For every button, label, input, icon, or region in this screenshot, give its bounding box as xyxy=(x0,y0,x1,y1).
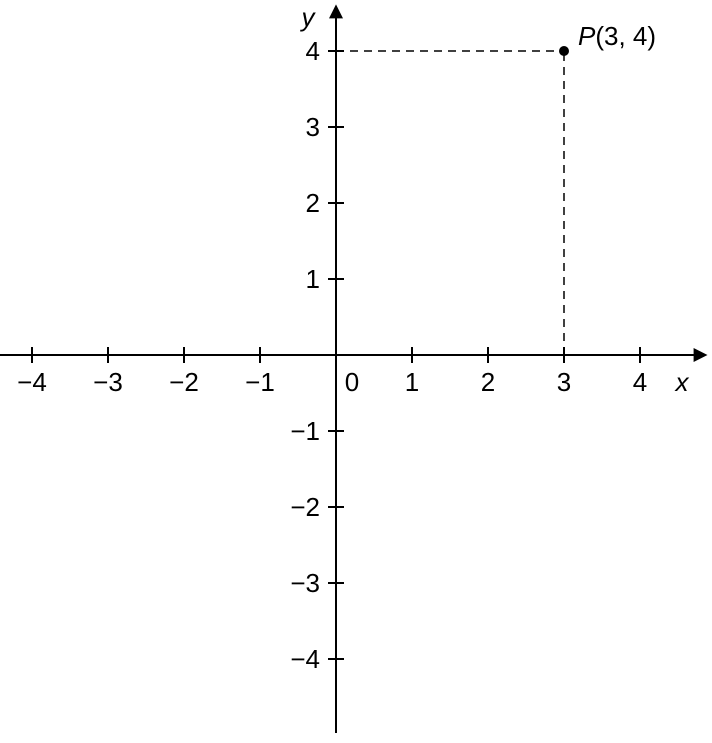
x-tick-label: −3 xyxy=(93,367,123,397)
x-tick-label: −1 xyxy=(245,367,275,397)
x-tick-label: −4 xyxy=(17,367,47,397)
y-tick-label: −3 xyxy=(290,568,320,598)
y-axis-label: y xyxy=(300,2,317,32)
point-p xyxy=(559,46,569,56)
y-tick-label: 4 xyxy=(306,36,320,66)
x-tick-label: −2 xyxy=(169,367,199,397)
origin-label: 0 xyxy=(345,367,359,397)
y-tick-label: −1 xyxy=(290,416,320,446)
point-label: P(3, 4) xyxy=(578,21,656,51)
coordinate-plane: −4 −3 −2 −1 1 2 3 4 −4 −3 −2 −1 1 2 3 4 0 x y P(3, 4) xyxy=(0,0,712,743)
y-tick-label: −4 xyxy=(290,644,320,674)
x-tick-label: 1 xyxy=(405,367,419,397)
y-tick-label: 3 xyxy=(306,112,320,142)
y-tick-label: 2 xyxy=(306,188,320,218)
y-tick-label: −2 xyxy=(290,492,320,522)
y-tick-label: 1 xyxy=(306,264,320,294)
x-tick-label: 4 xyxy=(633,367,647,397)
x-tick-label: 2 xyxy=(481,367,495,397)
chart-svg: −4 −3 −2 −1 1 2 3 4 −4 −3 −2 −1 1 2 3 4 0 x y P(3, 4) xyxy=(0,0,712,743)
x-tick-label: 3 xyxy=(557,367,571,397)
x-axis-label: x xyxy=(674,367,690,397)
